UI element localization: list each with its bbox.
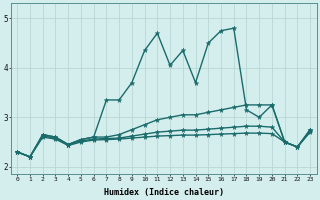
X-axis label: Humidex (Indice chaleur): Humidex (Indice chaleur) bbox=[104, 188, 224, 197]
